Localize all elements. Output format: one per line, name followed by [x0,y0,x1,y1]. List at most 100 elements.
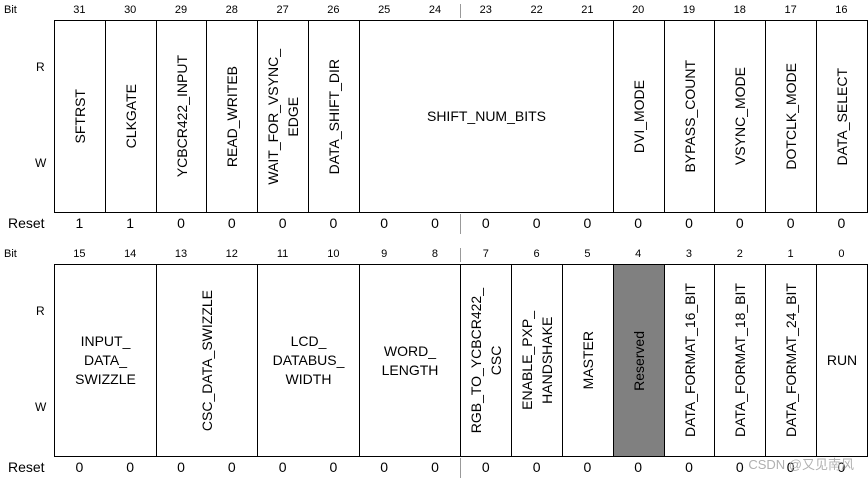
read-label: R [36,304,45,318]
bit-number: 27 [276,4,289,16]
bit-number: 26 [327,4,340,16]
bit-number: 15 [73,248,86,260]
bit-number: 30 [124,4,137,16]
field-name: DATA_FORMAT_18_BIT [732,283,748,438]
register-top-half: Bit 31 30 29 28 27 26 25 24 23 22 21 20 19 18 17 16 R W… [4,4,868,234]
field-reserved: Reserved [613,264,665,457]
field-rgb-to-ycbcr422-csc: RGB_TO_YCBCR422_ CSC [460,264,512,457]
field-ycbcr422-input: YCBCR422_INPUT [156,20,207,213]
register-bottom-half: Bit 15 14 13 12 11 10 9 8 7 6 5 4 3 2 1 0 R W INPUT_ DA… [0,244,868,488]
reset-value: 0 [177,459,185,475]
field-master: MASTER [562,264,614,457]
field-sftrst: SFTRST [54,20,106,213]
bit-number: 10 [327,248,340,260]
bit-number: 4 [635,248,642,260]
field-shift-num-bits: SHIFT_NUM_BITS [359,20,614,213]
bit-number: 13 [174,248,188,260]
bit-number: 21 [581,4,594,16]
reset-value: 0 [227,459,236,475]
reset-value: 0 [431,459,439,475]
reset-value: 0 [685,459,693,475]
reset-value: 0 [837,215,846,231]
reset-value: 0 [126,459,135,475]
reset-value: 0 [177,215,185,231]
watermark-text: CSDN @又见南风 [748,457,854,472]
reset-value: 0 [735,459,744,475]
field-vsync-mode: VSYNC_MODE [714,20,766,213]
write-label: W [35,156,47,170]
bit-number: 3 [685,248,693,260]
field-data-format-18-bit: DATA_FORMAT_18_BIT [714,264,766,457]
bit-number: 14 [124,248,137,260]
bit-number: 9 [381,248,388,260]
reset-value: 0 [227,215,236,231]
field-name: INPUT_ DATA_ SWIZZLE [75,333,136,387]
reset-value: 0 [634,215,643,231]
bit-number: 24 [428,4,442,16]
field-name: ENABLE_PXP_ HANDSHAKE [519,311,555,410]
field-data-shift-dir: DATA_SHIFT_DIR [308,20,360,213]
bit-number: 2 [736,248,743,260]
field-name: RUN [826,352,858,368]
field-name: CLKGATE [123,84,139,149]
reset-value: 0 [329,459,338,475]
field-read-writeb: READ_WRITEB [206,20,258,213]
reset-value: 0 [583,459,592,475]
reset-value: 0 [75,459,84,475]
bit-number: 12 [225,248,238,260]
field-name: DVI_MODE [631,79,647,154]
field-name: DATA_SHIFT_DIR [326,58,342,175]
reset-value: 1 [75,215,84,231]
reset-value: 0 [685,215,693,231]
reset-value: 0 [837,459,846,475]
bit-number: 23 [479,4,492,16]
field-csc-data-swizzle: CSC_DATA_SWIZZLE [156,264,258,457]
field-name: WAIT_FOR_VSYNC_ EDGE [265,48,301,185]
reset-value: 0 [532,215,541,231]
byte-separator-tick [460,458,461,478]
field-name: SHIFT_NUM_BITS [426,108,546,124]
reset-value: 0 [786,215,795,231]
field-name: MASTER [580,331,596,390]
field-name: LCD_ DATABUS_ WIDTH [272,333,345,387]
field-lcd-databus-width: LCD_ DATABUS_ WIDTH [257,264,360,457]
field-data-format-24-bit: DATA_FORMAT_24_BIT [765,264,817,457]
field-name: DOTCLK_MODE [783,63,799,170]
field-name: READ_WRITEB [224,65,240,168]
field-data-select: DATA_SELECT [816,20,868,213]
bit-number: 19 [682,4,696,16]
reset-value: 0 [634,459,643,475]
field-data-format-16-bit: DATA_FORMAT_16_BIT [664,264,715,457]
write-label: W [35,400,47,414]
field-bypass-count: BYPASS_COUNT [664,20,715,213]
field-run: RUN [816,264,868,457]
bit-number: 7 [482,248,489,260]
byte-separator-tick [460,4,461,18]
reset-value: 0 [481,459,490,475]
bit-number: 0 [838,248,845,260]
reset-value: 0 [431,215,439,231]
bit-number: 31 [73,4,86,16]
field-name: CSC_DATA_SWIZZLE [199,289,215,432]
field-word-length: WORD_ LENGTH [359,264,461,457]
field-name: VSYNC_MODE [732,67,748,166]
bit-row-label: Bit [4,4,17,16]
reset-row-label: Reset [8,215,45,231]
field-name: DATA_FORMAT_16_BIT [681,283,698,438]
field-name: RGB_TO_YCBCR422_ CSC [468,287,504,434]
reset-value: 0 [481,215,490,231]
field-enable-pxp-handshake: ENABLE_PXP_ HANDSHAKE [511,264,563,457]
reset-value: 0 [278,215,287,231]
bit-number: 29 [174,4,188,16]
byte-separator-tick [460,214,461,234]
field-name: SFTRST [72,89,88,144]
reset-value: 0 [583,215,592,231]
field-name: DATA_SELECT [834,67,850,166]
reset-value: 0 [329,215,338,231]
read-label: R [36,60,45,74]
field-name: YCBCR422_INPUT [173,55,190,178]
byte-separator-tick [460,248,461,262]
field-name: Reserved [631,330,647,391]
field-wait-for-vsync-edge: WAIT_FOR_VSYNC_ EDGE [257,20,309,213]
field-name: WORD_ LENGTH [381,342,439,378]
